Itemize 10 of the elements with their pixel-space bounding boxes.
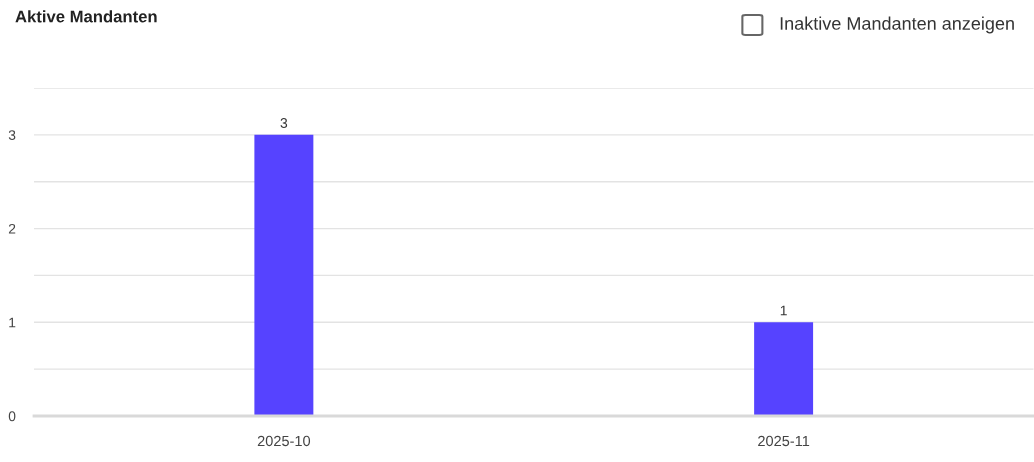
y-tick-label: 2 <box>8 223 16 234</box>
y-tick-label: 0 <box>8 411 16 422</box>
y-tick-label: 3 <box>8 130 16 141</box>
text: Inaktive Mandanten anzeigen <box>780 16 1014 34</box>
data-label: 3 <box>280 118 288 128</box>
y-tick-label: 1 <box>9 317 16 328</box>
x-tick-label: 2025-10 <box>257 435 311 447</box>
chart-title: Aktive Mandanten <box>15 10 157 23</box>
data-label: 1 <box>780 305 787 316</box>
x-tick-label: 2025-11 <box>758 435 810 447</box>
